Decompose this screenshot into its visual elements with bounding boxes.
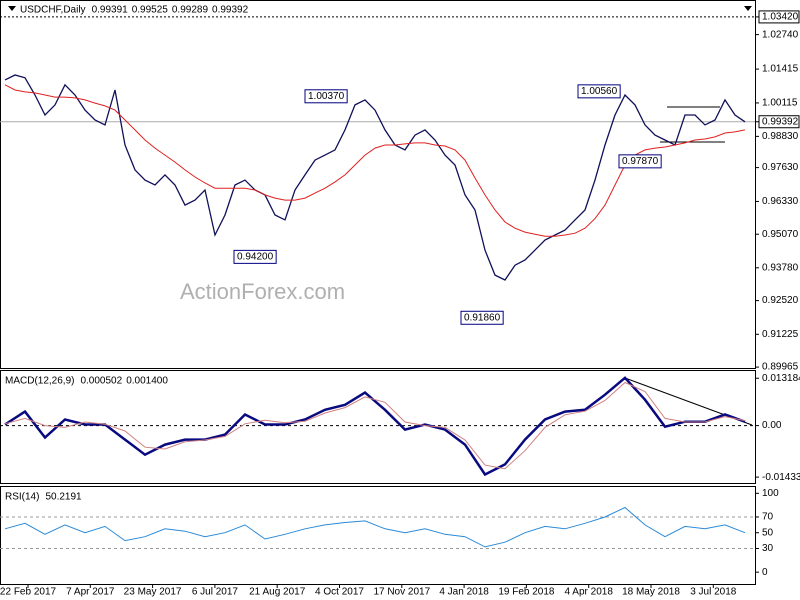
x-tick-label: 4 Apr 2018 [565,587,614,598]
y-tick-label: 100 [762,488,779,499]
scroll-arrow[interactable] [744,6,752,11]
y-tick-label: 1.02740 [762,29,799,40]
y-tick-label: 0.92520 [762,295,799,306]
watermark: ActionForex.com [180,279,345,304]
panel-readout: 0.99525 [132,5,169,16]
x-tick-label: 3 Jul 2018 [690,587,737,598]
panel-readout: 0.99289 [172,5,209,16]
panel-readout: 0.99392 [212,5,249,16]
panel-readout: 50.2191 [45,492,82,503]
panel-title: USDCHF,Daily [20,5,86,16]
tick-box [758,10,800,24]
y-tick-label: -0.014339 [762,472,800,483]
annotation-label: 0.94200 [237,252,274,263]
x-tick-label: 18 May 2018 [622,587,680,598]
x-tick-label: 22 Feb 2017 [0,587,57,598]
annotation-box [304,89,348,104]
panel-readout: 0.000502 [80,376,122,387]
y-tick-label: 70 [762,512,774,523]
annotation-box [233,249,277,264]
y-tick-label: 0.93780 [762,262,799,273]
x-tick-label: 23 May 2017 [124,587,182,598]
price-panel [0,0,756,369]
y-tick-label: 0.95070 [762,229,799,240]
annotation-label: 1.00560 [581,86,618,97]
y-tick-label: 0.97630 [762,162,799,173]
y-tick-label: 50 [762,527,774,538]
y-tick-label: 1.01415 [762,64,799,75]
y-tick-label: 0.99392 [762,116,799,127]
y-tick-label: 30 [762,543,774,554]
annotation-label: 0.91860 [464,312,501,323]
panel-title: MACD(12,26,9) [5,376,74,387]
series-line [4,381,746,470]
y-tick-label: 0.89965 [762,362,799,373]
series-line [4,506,746,548]
series-line [4,74,746,281]
x-tick-label: 7 Apr 2017 [66,587,115,598]
series-line [4,84,746,237]
x-tick-label: 4 Oct 2017 [315,587,364,598]
x-tick-label: 21 Aug 2017 [249,587,306,598]
annotation-box [618,154,662,169]
y-tick-label: 0.013184 [762,373,800,384]
annotation-label: 1.00370 [308,91,345,102]
x-tick-label: 4 Jan 2018 [439,587,489,598]
series-line [4,376,746,477]
annotation-box [460,310,504,325]
tick-box [758,115,800,129]
y-tick-label: 0.91225 [762,329,799,340]
y-tick-label: 0 [762,567,768,578]
y-tick-label: 0.98830 [762,131,799,142]
panel-readout: 0.001400 [126,376,168,387]
panel-title: RSI(14) [5,492,39,503]
macd-panel [0,370,756,484]
panel-readout: 0.99391 [92,5,129,16]
y-tick-label: 1.03420 [762,12,799,23]
annotation-label: 0.97870 [622,156,659,167]
rsi-panel [0,486,756,585]
x-tick-label: 17 Nov 2017 [373,587,430,598]
annotation-box [577,84,621,99]
y-tick-label: 0.00 [762,420,782,431]
y-tick-label: 0.96330 [762,196,799,207]
y-tick-label: 1.00115 [762,98,798,109]
x-tick-label: 6 Jul 2017 [192,587,239,598]
x-tick-label: 19 Feb 2018 [498,587,555,598]
menu-arrow[interactable] [8,6,16,11]
